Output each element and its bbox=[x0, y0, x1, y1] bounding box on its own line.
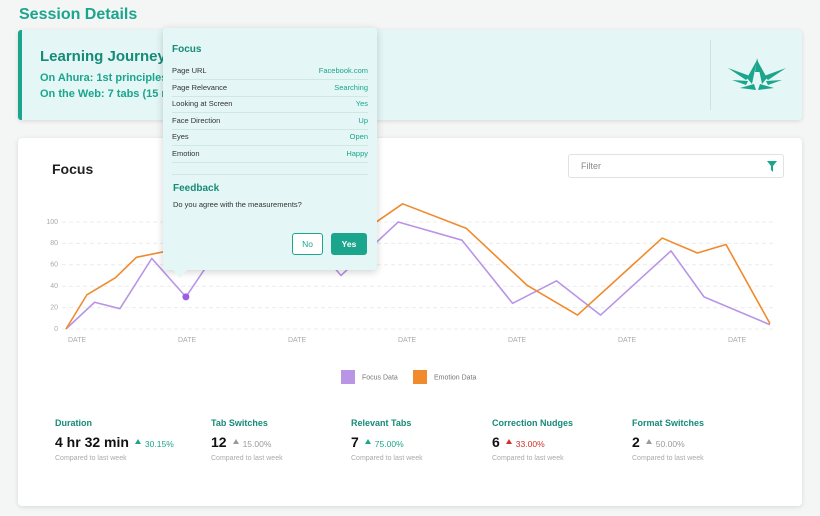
y-tick-label: 20 bbox=[50, 304, 58, 311]
row-value: Happy bbox=[346, 148, 368, 158]
stat-row: 6 33.00% bbox=[492, 434, 573, 452]
row-value: Yes bbox=[355, 99, 368, 108]
filter-placeholder: Filter bbox=[581, 161, 601, 171]
filter-icon bbox=[767, 161, 777, 172]
feedback-title: Feedback bbox=[173, 183, 220, 194]
y-tick-label: 0 bbox=[54, 326, 58, 333]
feedback-question: Do you agree with the measurements? bbox=[173, 200, 302, 209]
focus-popover: Focus Page URL Facebook.com Page Relevance… bbox=[163, 28, 377, 278]
stat-note: Compared to last week bbox=[632, 455, 704, 462]
row-value: Up bbox=[358, 115, 368, 125]
popover-row: Page URL Facebook.com bbox=[172, 63, 368, 80]
stat: Duration 4 hr 32 min 30.15% Compared to las… bbox=[55, 418, 174, 462]
stat-change: 33.00% bbox=[515, 439, 545, 449]
legend-label: Focus Data bbox=[362, 374, 398, 381]
trend-arrow bbox=[645, 439, 652, 445]
banner-line: On Ahura: 1st principles P bbox=[40, 72, 178, 84]
popover-title: Focus bbox=[172, 44, 202, 55]
hover-point bbox=[182, 293, 190, 301]
stat-label: Format Switches bbox=[632, 418, 705, 428]
row-value: Searching bbox=[334, 82, 368, 92]
x-tick-label: DATE bbox=[618, 337, 636, 344]
x-tick-label: DATE bbox=[508, 337, 526, 344]
row-label: Page Relevance bbox=[172, 82, 228, 92]
stat-value: 12 bbox=[211, 434, 227, 450]
stat-label: Duration bbox=[55, 418, 92, 428]
stat-change: 30.15% bbox=[144, 439, 174, 449]
stat-note: Compared to last week bbox=[492, 455, 564, 462]
focus-card: Focus Filter bbox=[18, 138, 802, 506]
y-tick-label: 80 bbox=[50, 240, 58, 247]
stat-change: 75.00% bbox=[374, 439, 404, 449]
stat-note: Compared to last week bbox=[211, 455, 283, 462]
no-button[interactable]: No bbox=[292, 233, 323, 255]
stat-row: 12 15.00% bbox=[211, 434, 283, 452]
banner-line: On the Web: 7 tabs (15 mi bbox=[40, 88, 175, 100]
legend-label: Emotion Data bbox=[434, 374, 477, 381]
row-label: Eyes bbox=[172, 132, 189, 141]
popover-row: Emotion Happy bbox=[172, 146, 368, 163]
stat-label: Relevant Tabs bbox=[351, 418, 412, 428]
data-line bbox=[65, 221, 771, 330]
row-label: Page URL bbox=[172, 66, 207, 75]
y-tick-label: 100 bbox=[46, 219, 58, 226]
stat-change: 50.00% bbox=[655, 439, 685, 449]
trend-arrow bbox=[364, 439, 371, 445]
row-label: Face Direction bbox=[172, 115, 221, 125]
stat: Relevant Tabs 7 75.00% Compared to last wee… bbox=[351, 418, 423, 462]
divider bbox=[710, 40, 711, 110]
x-tick-label: DATE bbox=[398, 337, 416, 344]
stat-label: Correction Nudges bbox=[492, 418, 574, 428]
yes-button[interactable]: Yes bbox=[331, 233, 367, 255]
popover-arrow bbox=[173, 270, 187, 278]
stat-row: 4 hr 32 min 30.15% bbox=[55, 434, 174, 452]
row-label: Looking at Screen bbox=[172, 99, 233, 108]
y-tick-label: 60 bbox=[50, 262, 58, 269]
popover-row: Eyes Open bbox=[172, 129, 368, 146]
y-tick-label: 40 bbox=[50, 283, 58, 290]
popover-row: Face Direction Up bbox=[172, 113, 368, 130]
stat-value: 7 bbox=[351, 434, 359, 450]
session-banner: Learning Journey On Ahura: 1st principle… bbox=[18, 30, 802, 120]
stat-row: 2 50.00% bbox=[632, 434, 704, 452]
stat-row: 7 75.00% bbox=[351, 434, 423, 452]
filter-input[interactable]: Filter bbox=[568, 154, 784, 178]
stat-note: Compared to last week bbox=[351, 455, 423, 462]
row-value: Facebook.com bbox=[318, 66, 368, 75]
x-tick-label: DATE bbox=[68, 337, 86, 344]
stat: Correction Nudges 6 33.00% Compared to last… bbox=[492, 418, 573, 462]
stat: Tab Switches 12 15.00% Compared to last wee… bbox=[211, 418, 283, 462]
x-tick-label: DATE bbox=[728, 337, 746, 344]
popover-row: Looking at Screen Yes bbox=[172, 96, 368, 113]
stat-value: 6 bbox=[492, 434, 500, 450]
stat-value: 4 hr 32 min bbox=[55, 434, 129, 450]
x-tick-label: DATE bbox=[178, 337, 196, 344]
logo bbox=[728, 58, 786, 90]
stat-value: 2 bbox=[632, 434, 640, 450]
legend-swatch bbox=[341, 370, 355, 384]
x-tick-label: DATE bbox=[288, 337, 306, 344]
trend-arrow bbox=[505, 439, 512, 445]
trend-arrow bbox=[134, 439, 141, 445]
divider bbox=[172, 174, 368, 175]
row-label: Emotion bbox=[172, 148, 200, 158]
legend-swatch bbox=[413, 370, 427, 384]
stat-change: 15.00% bbox=[242, 439, 272, 449]
panel-title: Focus bbox=[52, 161, 94, 177]
stat-label: Tab Switches bbox=[211, 418, 268, 428]
row-value: Open bbox=[349, 132, 368, 141]
stat: Format Switches 2 50.00% Compared to last w… bbox=[632, 418, 704, 462]
popover-row: Page Relevance Searching bbox=[172, 80, 368, 97]
stat-note: Compared to last week bbox=[55, 455, 127, 462]
page-title: Session Details bbox=[19, 6, 138, 23]
trend-arrow bbox=[232, 439, 239, 445]
banner-title: Learning Journey bbox=[40, 48, 166, 65]
